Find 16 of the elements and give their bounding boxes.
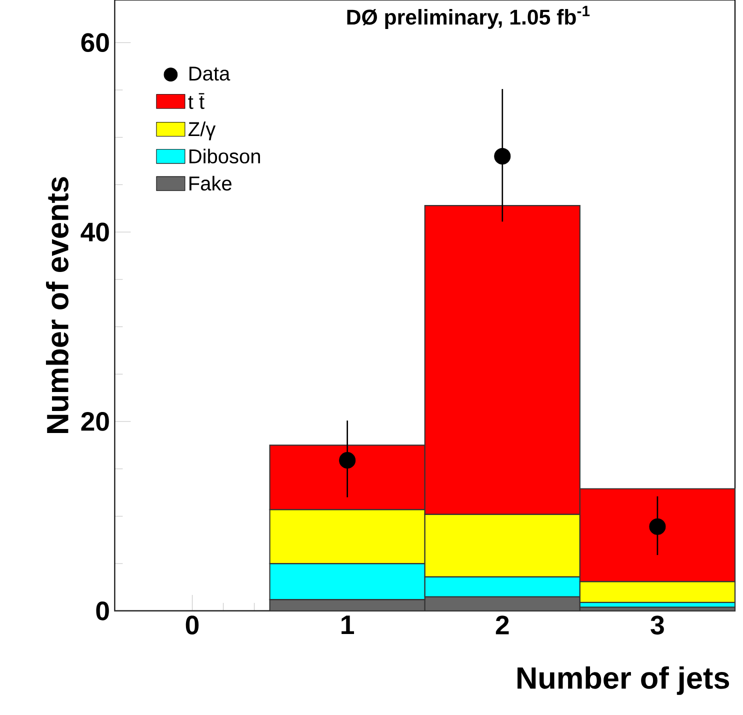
y-tick-label: 20 <box>81 412 109 431</box>
y-tick-label: 60 <box>81 33 109 52</box>
x-tick-label: 0 <box>186 616 199 635</box>
legend-label: Z/γ <box>188 122 216 140</box>
legend-label: Fake <box>190 176 232 191</box>
y-tick-label: 40 <box>80 222 109 242</box>
x-tick-label: 3 <box>650 616 664 635</box>
y-axis-title: Number of events <box>46 177 68 433</box>
legend-label: t t̄ <box>188 93 204 110</box>
legend-label: Diboson <box>190 148 260 164</box>
x-tick-label: 2 <box>496 616 509 634</box>
x-tick-label: 1 <box>342 616 354 634</box>
y-tick-label: 0 <box>96 602 109 620</box>
x-axis-title: Number of jets <box>518 666 730 695</box>
legend-label: Data <box>190 66 230 81</box>
chart-title: DØ preliminary, 1.05 fb$^{-1}$ <box>347 6 590 29</box>
